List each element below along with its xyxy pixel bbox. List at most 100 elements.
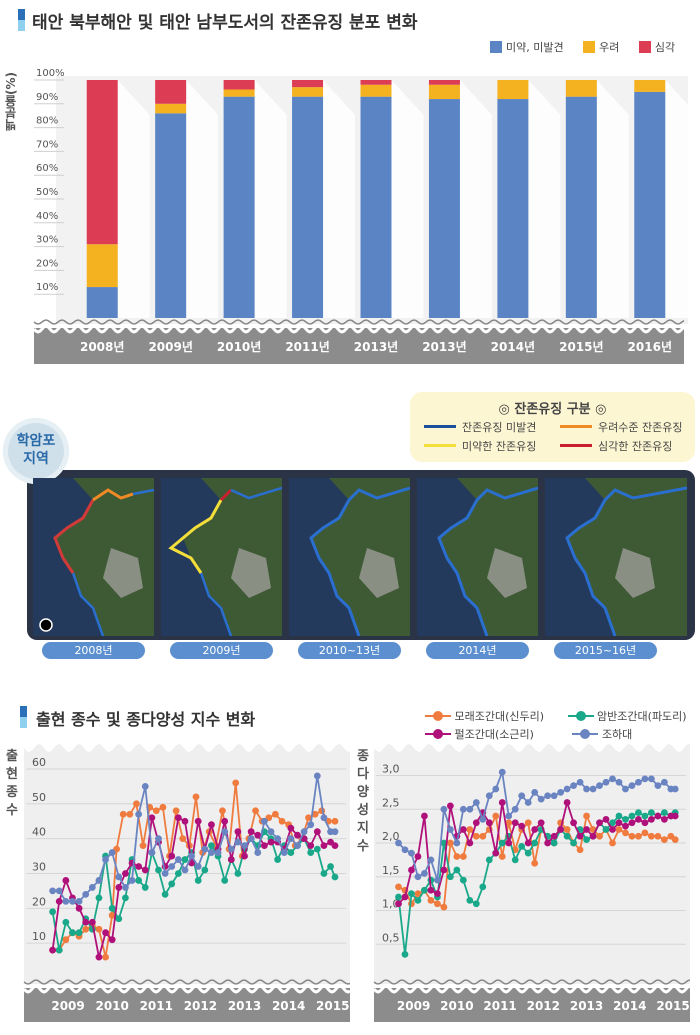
x-tick-label: 2009 <box>397 999 430 1013</box>
x-tick-label: 2015년 <box>559 340 603 354</box>
data-point <box>531 788 539 796</box>
data-point <box>537 795 545 803</box>
data-point <box>208 821 215 829</box>
data-point <box>141 884 149 891</box>
data-point <box>511 856 519 864</box>
map-panel-2009 <box>161 478 282 636</box>
axis-wave <box>373 979 690 985</box>
data-point <box>485 819 493 827</box>
data-point <box>609 775 616 783</box>
x-tick-label: 2011 <box>140 999 173 1013</box>
data-point <box>518 822 526 830</box>
data-point <box>208 849 215 856</box>
data-point <box>122 894 129 902</box>
bar-shadow <box>186 80 219 318</box>
data-point <box>648 832 655 840</box>
legend-item: 심각 <box>638 41 675 54</box>
data-point <box>208 842 215 850</box>
data-point <box>622 829 629 837</box>
data-point <box>254 849 262 856</box>
data-point <box>628 812 636 820</box>
region-badge: 학암포 지역 <box>3 418 69 484</box>
data-point <box>648 815 655 823</box>
data-point <box>75 897 83 905</box>
bar-segment <box>155 103 187 114</box>
x-tick-label: 2016년 <box>628 340 672 354</box>
x-tick-label: 2014년 <box>491 340 535 354</box>
legend-item: 모래조간대(신두리) 암반조간대(파도리) <box>425 708 687 726</box>
data-point <box>135 863 143 870</box>
map-legend-item: 심각한 잔존유징 <box>560 438 672 454</box>
data-point <box>155 866 162 874</box>
data-point <box>161 890 169 898</box>
bar-legend: 미약, 미발견 우려 심각 <box>490 39 675 55</box>
data-point <box>331 842 339 850</box>
data-point <box>331 873 339 881</box>
data-point <box>115 884 123 891</box>
bar-segment <box>292 80 324 88</box>
map-legend-item: 미약한 잔존유징 <box>424 438 536 454</box>
data-point <box>168 863 176 870</box>
data-point <box>433 876 441 884</box>
data-point <box>320 814 328 822</box>
title-accent-bar <box>20 706 27 728</box>
data-point <box>221 877 229 884</box>
data-point <box>511 819 519 827</box>
data-point <box>641 829 649 837</box>
data-point <box>615 812 623 820</box>
data-point <box>466 805 474 813</box>
data-point <box>234 870 242 877</box>
y-tick-label: 0,5 <box>382 931 400 944</box>
data-point <box>331 817 339 825</box>
data-point <box>654 832 662 840</box>
data-point <box>479 832 487 840</box>
data-point <box>446 873 454 881</box>
x-tick-label: 2011년 <box>285 340 329 354</box>
data-point <box>241 852 248 860</box>
data-point <box>615 778 623 786</box>
data-point <box>247 828 255 836</box>
data-point <box>472 819 480 827</box>
data-point <box>472 832 480 840</box>
data-point <box>589 832 597 840</box>
data-point <box>313 772 321 780</box>
data-point <box>401 846 409 854</box>
data-point <box>557 826 565 833</box>
data-point <box>459 853 467 860</box>
data-point <box>88 884 96 891</box>
map-year-tab: 2008년 <box>42 642 145 659</box>
map-legend-box: ◎ 잔존유징 구분 ◎ 잔존유징 미발견 우려수준 잔존유징 미약한 잔존유징 … <box>410 392 695 462</box>
data-point <box>635 832 642 840</box>
data-point <box>589 785 597 793</box>
data-point <box>427 896 435 904</box>
data-point <box>135 877 143 884</box>
data-point <box>260 842 268 850</box>
data-point <box>62 877 70 884</box>
data-point <box>102 856 109 863</box>
data-point <box>320 842 328 850</box>
data-point <box>267 838 275 846</box>
data-point <box>313 828 321 836</box>
y-tick-label: 10% <box>36 282 58 293</box>
bar-segment <box>223 89 255 97</box>
data-point <box>234 828 242 836</box>
y-tick-label: 2,5 <box>382 796 400 809</box>
data-point <box>331 828 339 836</box>
data-point <box>576 832 584 840</box>
data-point <box>102 953 109 961</box>
y-tick-label: 50% <box>36 187 58 198</box>
data-point <box>194 817 202 825</box>
bar-segment <box>565 96 597 318</box>
data-point <box>466 839 474 847</box>
bar-chart-title: 태안 북부해안 및 태안 남부도서의 잔존유징 분포 변화 <box>32 13 418 33</box>
data-point <box>327 863 334 870</box>
title-accent-bar <box>18 9 25 31</box>
x-tick-label: 2011 <box>483 999 516 1013</box>
y-tick-label: 60% <box>36 163 58 174</box>
x-tick-label: 2013 <box>570 999 603 1013</box>
x-tick-label: 2013년 <box>354 340 398 354</box>
data-point <box>518 842 526 850</box>
data-point <box>181 856 189 863</box>
data-point <box>446 839 454 847</box>
data-point <box>155 835 162 843</box>
